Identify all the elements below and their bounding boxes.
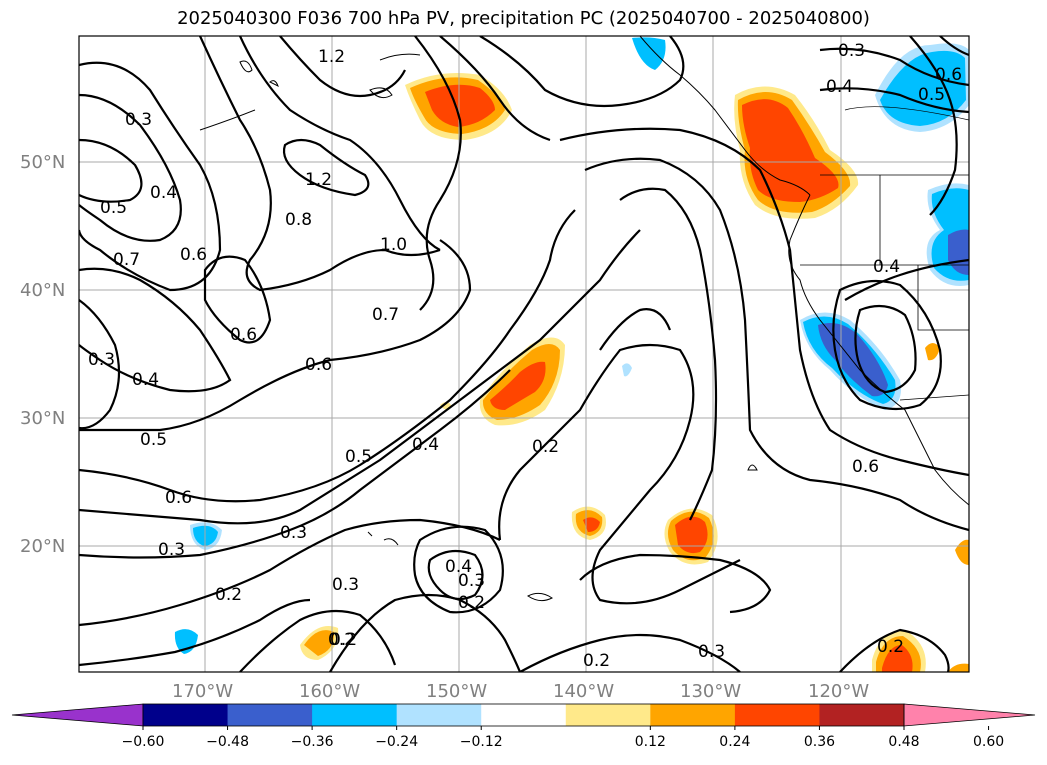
colorbar-segment xyxy=(565,704,651,726)
contour-label: 0.7 xyxy=(372,305,399,325)
pv-contours xyxy=(79,36,969,672)
colorbar-tick-label: −0.36 xyxy=(291,734,334,750)
contour-label: 0.3 xyxy=(698,642,725,662)
colorbar-frame xyxy=(142,703,905,727)
colorbar-tick-label: 0.48 xyxy=(888,734,919,750)
contour-label: 0.2 xyxy=(458,593,485,613)
colorbar-segment xyxy=(312,704,398,726)
contour-label: 0.5 xyxy=(918,85,945,105)
colorbar-tick-label: −0.12 xyxy=(460,734,503,750)
precip-shading xyxy=(174,37,969,672)
colorbar-segment xyxy=(734,704,820,726)
map-content: 1.2 0.3 0.4 0.5 0.7 0.6 0.8 1.2 1.0 0.6 … xyxy=(79,36,969,672)
contour-label: 0.2 xyxy=(583,651,610,671)
graticule xyxy=(79,36,969,672)
contour-label: 0.2 xyxy=(330,630,357,650)
colorbar-tick-label: 0.36 xyxy=(804,734,835,750)
colorbar-tick-label: 0.12 xyxy=(635,734,666,750)
colorbar-segment xyxy=(481,704,567,726)
colorbar-tick-label: −0.24 xyxy=(375,734,418,750)
contour-label: 0.4 xyxy=(873,257,900,277)
lon-label-130w: 130°W xyxy=(680,681,741,702)
contour-label: 1.2 xyxy=(318,47,345,67)
colorbar-tick-label: −0.48 xyxy=(206,734,249,750)
contour-label: 0.2 xyxy=(215,585,242,605)
colorbar-segment xyxy=(650,704,736,726)
contour-label: 0.5 xyxy=(345,447,372,467)
contour-labels: 1.2 0.3 0.4 0.5 0.7 0.6 0.8 1.2 1.0 0.6 … xyxy=(88,41,962,671)
contour-label: 0.6 xyxy=(180,245,207,265)
colorbar-segment xyxy=(396,704,482,726)
contour-label: 0.3 xyxy=(88,350,115,370)
contour-label: 0.6 xyxy=(935,65,962,85)
colorbar-segment xyxy=(227,704,313,726)
lon-label-160w: 160°W xyxy=(299,681,360,702)
contour-label: 0.2 xyxy=(328,630,355,650)
contour-label: 0.7 xyxy=(113,250,140,270)
contour-label: 0.2 xyxy=(532,437,559,457)
colorbar: −0.60 −0.48 −0.36 −0.24 −0.12 0.12 0.24 0.36 0.4… xyxy=(11,703,1036,750)
lon-label-120w: 120°W xyxy=(808,681,869,702)
contour-label: 0.4 xyxy=(445,557,472,577)
contour-label: 0.6 xyxy=(305,355,332,375)
lat-label-50n: 50°N xyxy=(20,152,65,173)
contour-label: 1.0 xyxy=(380,235,407,255)
contour-label: 0.4 xyxy=(826,77,853,97)
contour-label: 0.5 xyxy=(140,430,167,450)
contour-label: 0.3 xyxy=(838,41,865,61)
longitude-labels: 170°W 160°W 150°W 140°W 130°W 120°W xyxy=(172,681,869,702)
contour-label: 0.4 xyxy=(150,183,177,203)
contour-label: 0.3 xyxy=(125,110,152,130)
contour-label: 0.2 xyxy=(877,637,904,657)
contour-label: 1.2 xyxy=(305,170,332,190)
colorbar-extend-high xyxy=(903,703,1036,727)
contour-label: 0.4 xyxy=(132,370,159,390)
contour-label: 0.8 xyxy=(285,210,312,230)
lat-label-20n: 20°N xyxy=(20,536,65,557)
map-frame xyxy=(78,35,970,673)
colorbar-tick-label: 0.24 xyxy=(719,734,750,750)
contour-label: 0.3 xyxy=(458,571,485,591)
contour-label: 0.5 xyxy=(100,198,127,218)
colorbar-segment xyxy=(143,704,229,726)
contour-label: 0.6 xyxy=(230,325,257,345)
contour-label: 0.6 xyxy=(852,457,879,477)
map-title: 2025040300 F036 700 hPa PV, precipitatio… xyxy=(177,8,870,29)
contour-label: 0.4 xyxy=(412,435,439,455)
colorbar-segment xyxy=(819,704,905,726)
lon-label-140w: 140°W xyxy=(553,681,614,702)
colorbar-tick-label: −0.60 xyxy=(122,734,165,750)
lon-label-150w: 150°W xyxy=(426,681,487,702)
contour-label: 0.6 xyxy=(165,488,192,508)
contour-label: 0.3 xyxy=(158,540,185,560)
contour-label: 0.3 xyxy=(280,523,307,543)
lon-label-170w: 170°W xyxy=(172,681,233,702)
colorbar-extend-low xyxy=(11,703,144,727)
colorbar-tick-label: 0.60 xyxy=(973,734,1004,750)
lat-label-30n: 30°N xyxy=(20,408,65,429)
lat-label-40n: 40°N xyxy=(20,280,65,301)
contour-label: 0.3 xyxy=(332,575,359,595)
latitude-labels: 50°N 40°N 30°N 20°N xyxy=(20,152,65,557)
